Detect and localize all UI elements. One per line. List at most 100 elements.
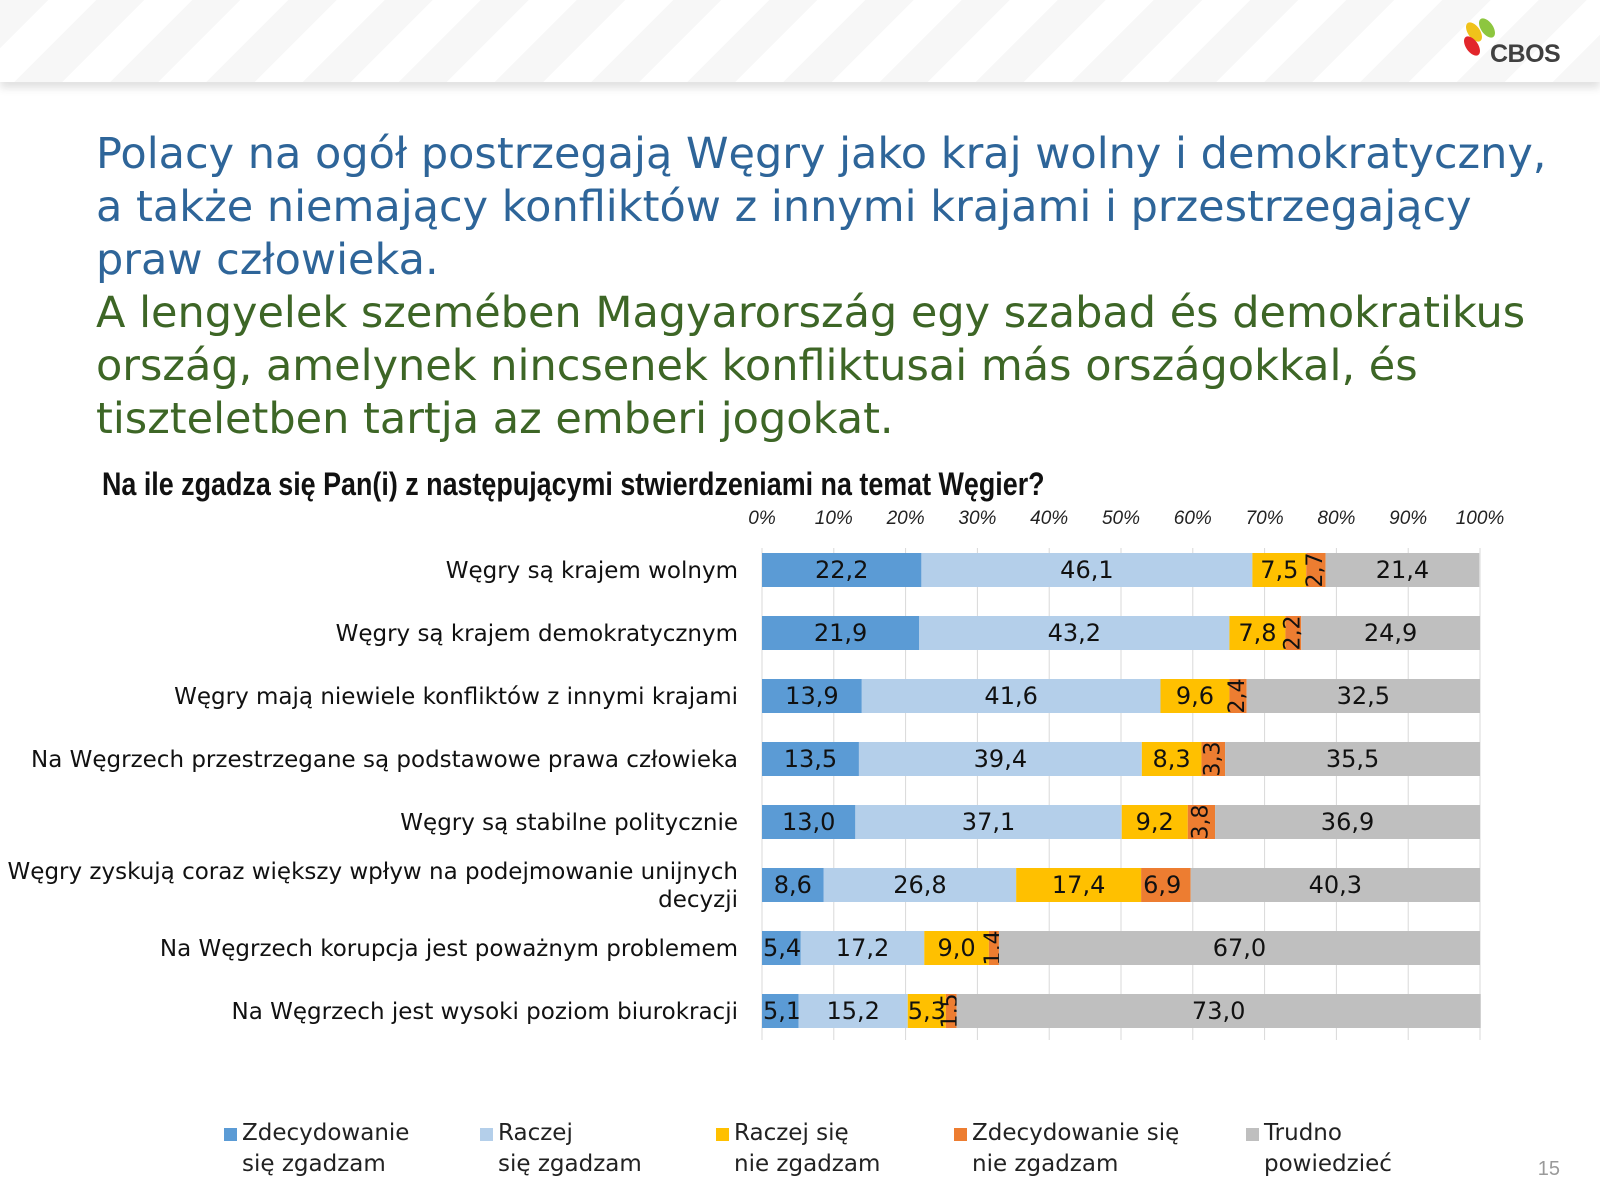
bar-segment: [998, 931, 1480, 965]
data-label: 21,9: [814, 619, 867, 647]
data-label: 7,5: [1260, 556, 1298, 584]
bar-segment: [762, 994, 799, 1028]
headline-polish-line-2: a także niemający konfliktów z innymi kr…: [96, 182, 1472, 232]
bar-segment: [921, 553, 1253, 587]
bar-segment: [800, 931, 925, 965]
headline-polish-line-3: praw człowieka.: [96, 235, 439, 285]
bar-segment: [762, 679, 862, 713]
headline-hungarian-line-3: tiszteletben tartja az emberi jogokat.: [96, 394, 894, 444]
legend-label-line: Zdecydowanie się: [972, 1120, 1180, 1146]
data-label: 7,8: [1238, 619, 1276, 647]
data-label: 5,1: [763, 997, 801, 1025]
bar-segment: [1141, 868, 1191, 902]
bar-segment: [1201, 742, 1226, 776]
category-label: Na Węgrzech korupcja jest poważnym probl…: [160, 936, 738, 962]
bar-segment: [924, 931, 989, 965]
legend-swatch: [954, 1128, 967, 1141]
category-label: Węgry zyskują coraz większy wpływ na pod…: [8, 859, 738, 885]
bar-segment: [907, 994, 946, 1028]
legend-swatch: [1246, 1128, 1259, 1141]
data-label: 37,1: [962, 808, 1015, 836]
x-tick-label: 10%: [815, 508, 853, 529]
bar-segment: [1160, 679, 1230, 713]
data-label: 5,4: [763, 934, 801, 962]
data-label: 46,1: [1060, 556, 1113, 584]
x-tick-label: 40%: [1030, 508, 1068, 529]
category-label: Węgry mają niewiele konfliktów z innymi …: [174, 684, 738, 710]
data-label: 32,5: [1337, 682, 1390, 710]
logo-text: CBOS: [1490, 40, 1561, 68]
bar-segment: [855, 805, 1122, 839]
data-label: 43,2: [1048, 619, 1101, 647]
data-label: 13,9: [785, 682, 838, 710]
bar-segment: [762, 805, 856, 839]
category-label: Na Węgrzech przestrzegane są podstawowe …: [31, 747, 738, 773]
data-label: 26,8: [893, 871, 946, 899]
data-label: 2,4: [1225, 679, 1250, 714]
data-label: 2,7: [1303, 553, 1328, 588]
bar-segment: [1187, 805, 1216, 839]
logo-mark-icon: [1464, 18, 1495, 56]
x-tick-label: 80%: [1317, 508, 1355, 529]
bar-segment: [762, 931, 801, 965]
headline-hungarian-line-2: ország, amelynek nincsenek konfliktusai …: [96, 341, 1418, 391]
legend-swatch: [224, 1128, 237, 1141]
bar-segment: [1121, 805, 1188, 839]
data-label: 24,9: [1364, 619, 1417, 647]
x-tick-label: 30%: [958, 508, 996, 529]
bar-segment: [762, 616, 920, 650]
legend-label-line: Zdecydowanie: [242, 1120, 410, 1146]
data-label: 73,0: [1192, 997, 1245, 1025]
legend-label-line: Trudno: [1264, 1120, 1342, 1146]
data-label: 13,5: [784, 745, 837, 773]
data-label: 9,6: [1176, 682, 1214, 710]
x-tick-label: 60%: [1174, 508, 1212, 529]
x-tick-label: 70%: [1246, 508, 1284, 529]
chart-question: Na ile zgadza się Pan(i) z następującymi…: [102, 466, 1045, 502]
legend-label: Zdecydowanie się zgadzam: [242, 1118, 462, 1180]
data-label: 22,2: [815, 556, 868, 584]
bar-segment: [1301, 616, 1480, 650]
legend-swatch: [716, 1128, 729, 1141]
data-label: 5,3: [908, 997, 946, 1025]
bar-segment: [823, 868, 1017, 902]
bar-segment: [956, 994, 1481, 1028]
bar-segment: [798, 994, 908, 1028]
data-label: 67,0: [1213, 934, 1266, 962]
legend-label: Trudno powiedzieć: [1264, 1118, 1484, 1180]
x-tick-label: 90%: [1389, 508, 1427, 529]
legend-label: Zdecydowanie się nie zgadzam: [972, 1118, 1192, 1180]
bar-segment: [1252, 553, 1307, 587]
bar-segment: [1141, 742, 1202, 776]
data-label: 41,6: [984, 682, 1037, 710]
data-label: 39,4: [974, 745, 1027, 773]
category-label: Na Węgrzech jest wysoki poziom biurokrac…: [232, 999, 738, 1025]
bar-segment: [1306, 553, 1326, 587]
legend-label-line: nie zgadzam: [734, 1151, 881, 1177]
category-label: decyzji: [658, 887, 738, 913]
data-label: 8,3: [1153, 745, 1191, 773]
data-label: 13,0: [782, 808, 835, 836]
bar-segment: [762, 553, 922, 587]
legend-label-line: Raczej się: [734, 1120, 849, 1146]
x-tick-label: 50%: [1102, 508, 1140, 529]
data-label: 2,2: [1280, 616, 1305, 651]
page-number: 15: [1537, 1158, 1560, 1180]
category-label: Węgry są krajem demokratycznym: [336, 621, 738, 647]
bar-segment: [858, 742, 1142, 776]
bar-segment: [1325, 553, 1480, 587]
data-label: 9,2: [1136, 808, 1174, 836]
legend-label-line: nie zgadzam: [972, 1151, 1119, 1177]
data-label: 9,0: [937, 934, 975, 962]
bar-segment: [1285, 616, 1302, 650]
legend-label-line: powiedzieć: [1264, 1151, 1392, 1177]
data-label: 6,9: [1143, 871, 1181, 899]
bar-segment: [988, 931, 999, 965]
x-tick-label: 0%: [748, 508, 776, 529]
data-label: 17,4: [1052, 871, 1105, 899]
data-label: 8,6: [774, 871, 812, 899]
bar-segment: [919, 616, 1230, 650]
bar-segment: [762, 868, 824, 902]
data-label: 21,4: [1376, 556, 1429, 584]
data-label: 15,2: [826, 997, 879, 1025]
